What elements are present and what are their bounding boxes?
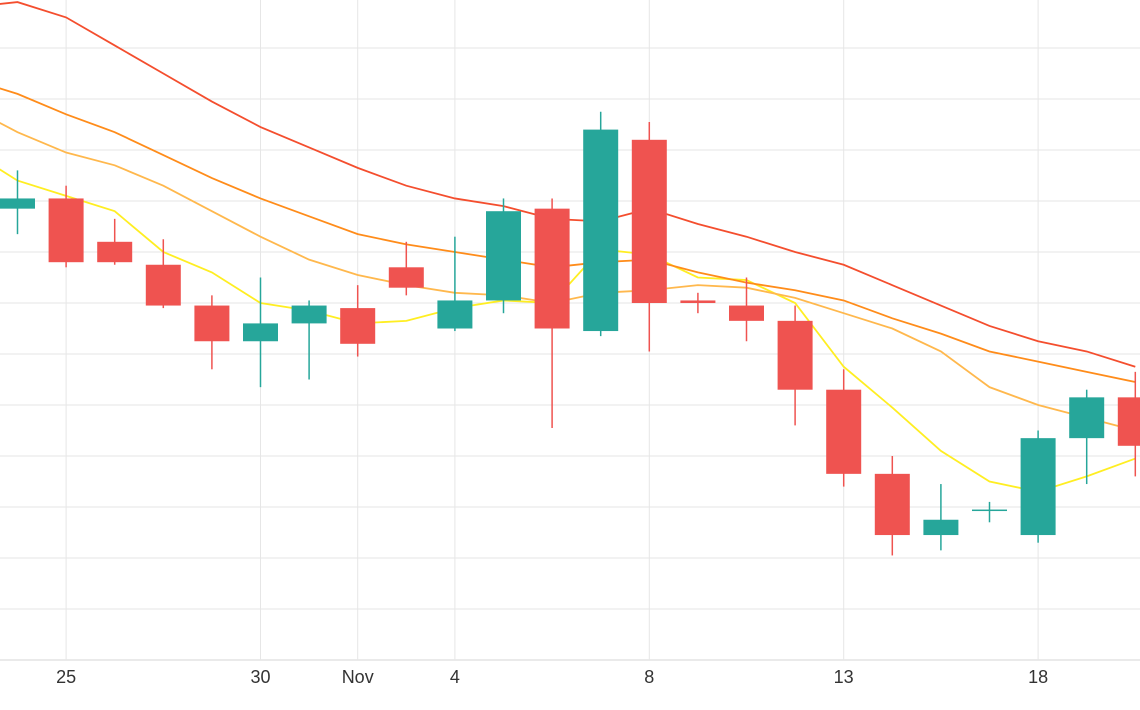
candle-body — [1020, 438, 1056, 536]
candle — [1020, 430, 1056, 543]
x-tick-label: 18 — [1028, 667, 1048, 687]
candle-body — [243, 323, 278, 342]
x-tick-label: 4 — [450, 667, 460, 687]
candle-body — [826, 389, 862, 474]
candle — [48, 185, 84, 268]
candle — [437, 236, 473, 332]
candle-body — [97, 241, 133, 263]
candle — [486, 198, 521, 314]
x-tick-label: 30 — [250, 667, 270, 687]
candle-body — [972, 509, 1007, 512]
candle — [534, 198, 570, 428]
candle — [874, 456, 910, 556]
x-tick-label: 8 — [644, 667, 654, 687]
candle — [145, 239, 181, 309]
candle — [826, 369, 862, 487]
candle-body — [534, 208, 570, 329]
candle — [0, 170, 35, 235]
candle — [1117, 371, 1140, 477]
candle — [972, 501, 1007, 523]
candle — [340, 285, 376, 357]
candle-body — [291, 305, 327, 324]
candles — [0, 111, 1140, 556]
candle-body — [486, 211, 521, 301]
candle-body — [0, 198, 35, 209]
candle-body — [145, 264, 181, 306]
x-axis-tick-labels: 25 30 Nov 4 8 13 18 — [56, 667, 1048, 687]
candle — [680, 292, 716, 314]
candle — [923, 484, 959, 551]
x-tick-label: 13 — [834, 667, 854, 687]
x-tick-label: 25 — [56, 667, 76, 687]
candle — [243, 277, 278, 388]
candle — [729, 277, 764, 342]
candle-body — [340, 308, 376, 344]
candle-body — [680, 300, 716, 303]
candle — [97, 218, 133, 265]
candle-body — [388, 267, 424, 288]
candle-body — [729, 305, 764, 321]
candle — [583, 111, 619, 337]
candle-body — [583, 129, 619, 332]
candle — [777, 305, 813, 426]
candle — [388, 241, 424, 296]
candle-body — [631, 139, 667, 303]
candle-body — [48, 198, 84, 263]
candle-body — [777, 320, 813, 390]
candle-body — [1069, 397, 1105, 439]
horizontal-gridlines — [0, 47, 1140, 661]
candle — [631, 121, 667, 352]
candle-body — [1117, 397, 1140, 446]
candle — [194, 295, 230, 370]
candle-body — [923, 519, 959, 536]
candle-body — [874, 473, 910, 536]
candle-body — [437, 300, 473, 329]
candle-body — [194, 305, 230, 342]
x-tick-label: Nov — [342, 667, 374, 687]
candle — [291, 300, 327, 380]
candle — [1069, 389, 1105, 485]
